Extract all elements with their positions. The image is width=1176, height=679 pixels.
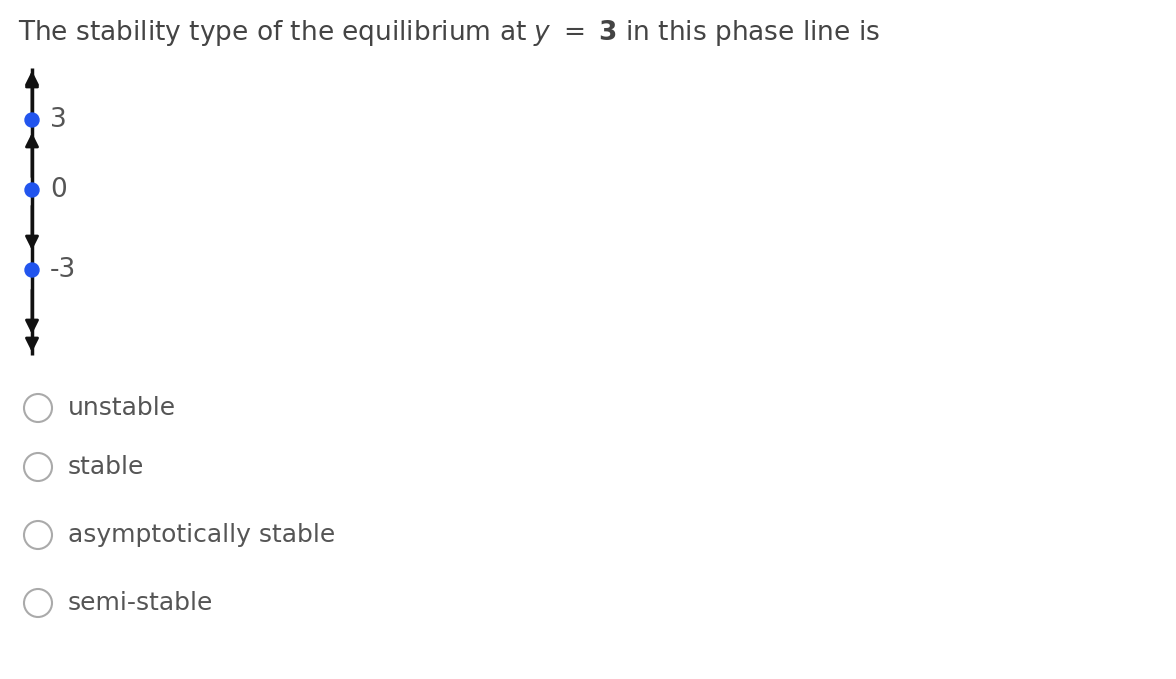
Text: -3: -3: [51, 257, 76, 283]
Text: asymptotically stable: asymptotically stable: [68, 523, 335, 547]
Text: 3: 3: [51, 107, 67, 133]
Circle shape: [25, 113, 39, 127]
Text: The stability type of the equilibrium at $\it{y}$ $=$ $\bf{3}$ in this phase lin: The stability type of the equilibrium at…: [18, 18, 880, 48]
Text: 0: 0: [51, 177, 67, 203]
Circle shape: [25, 263, 39, 277]
Circle shape: [25, 183, 39, 197]
Text: semi-stable: semi-stable: [68, 591, 213, 615]
Text: unstable: unstable: [68, 396, 176, 420]
Text: stable: stable: [68, 455, 145, 479]
